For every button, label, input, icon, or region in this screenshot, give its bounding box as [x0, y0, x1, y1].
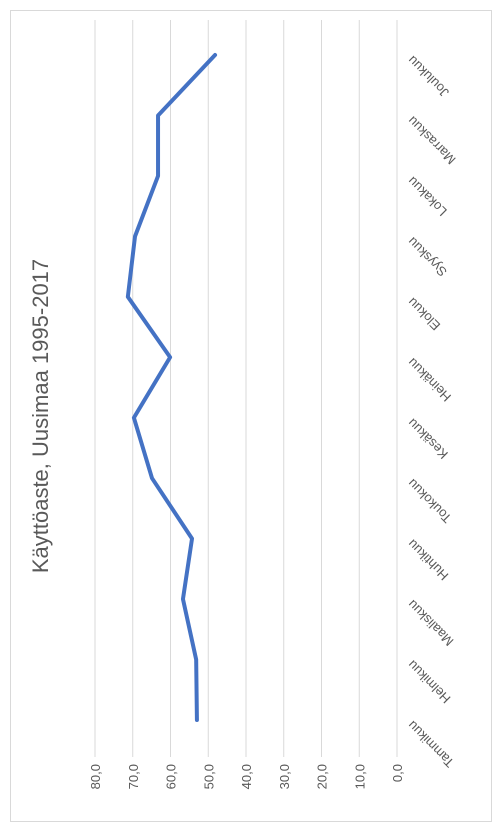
y-tick-label: 10,0	[352, 764, 367, 789]
y-tick-label: 60,0	[164, 764, 179, 789]
data-line	[125, 53, 218, 722]
y-tick-label: 30,0	[277, 764, 292, 789]
y-tick-label: 70,0	[126, 764, 141, 789]
chart-border	[10, 10, 492, 822]
y-tick-label: 50,0	[201, 764, 216, 789]
y-tick-label: 0,0	[390, 764, 405, 782]
y-tick-label: 40,0	[239, 764, 254, 789]
chart-title: Käyttöaste, Uusimaa 1995-2017	[28, 259, 53, 573]
y-tick-label: 80,0	[88, 764, 103, 789]
y-tick-label: 20,0	[315, 764, 330, 789]
